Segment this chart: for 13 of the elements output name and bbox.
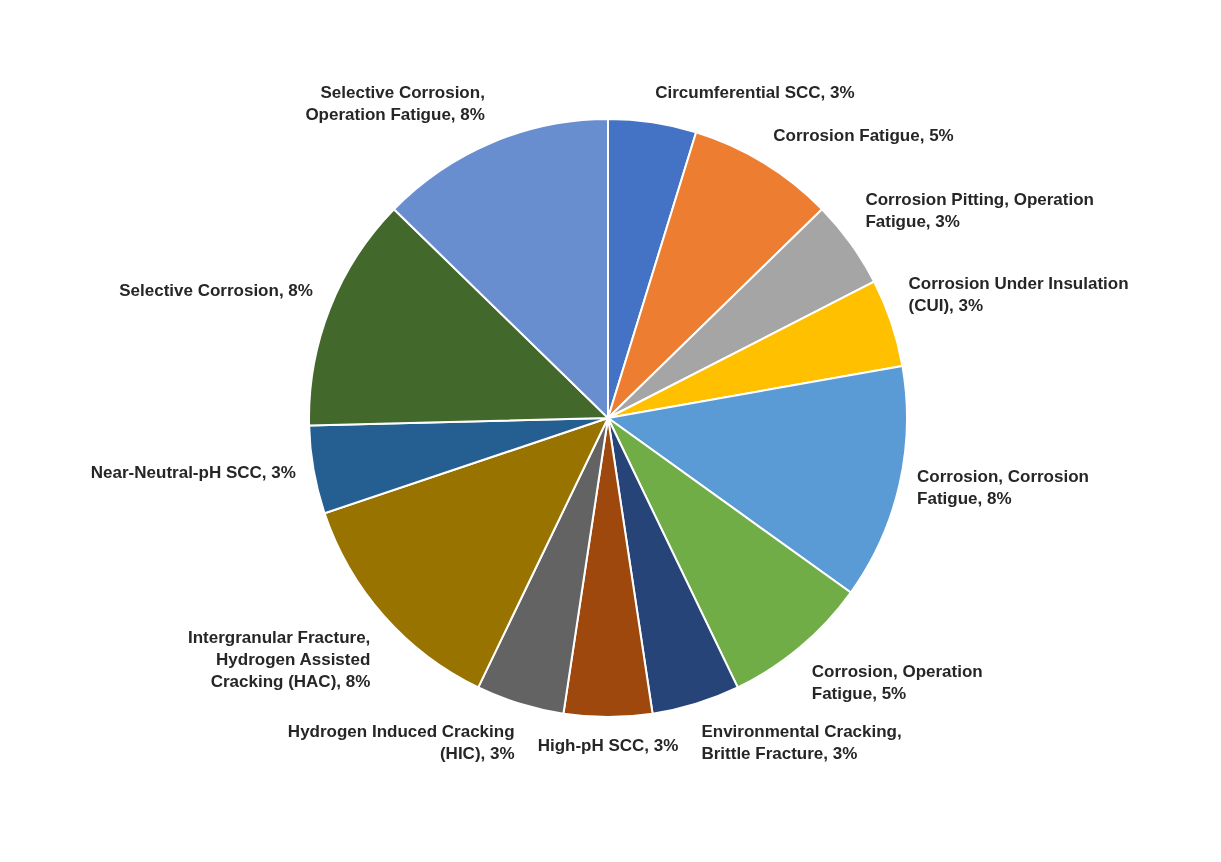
slice-label: Corrosion, Operation Fatigue, 5%: [811, 661, 983, 703]
slice-label: Corrosion Pitting, Operation Fatigue, 3%: [865, 189, 1094, 231]
slice-label: Corrosion, Corrosion Fatigue, 8%: [917, 467, 1089, 509]
slice-label: Hydrogen Induced Cracking (HIC), 3%: [287, 721, 515, 763]
slice-label: Selective Corrosion, Operation Fatigue, 8%: [305, 82, 485, 124]
slice-label: Selective Corrosion, 8%: [119, 280, 313, 300]
slice-label: Intergranular Fracture, Hydrogen Assisted Cracking (HAC), 8%: [187, 628, 371, 692]
slice-label: Circumferential SCC, 3%: [655, 83, 855, 103]
slice-label: Corrosion Fatigue, 5%: [773, 126, 954, 146]
slice-label: High-pH SCC, 3%: [537, 735, 679, 755]
slice-label: Environmental Cracking, Brittle Fracture, 3%: [701, 721, 902, 763]
slice-label: Corrosion Under Insulation (CUI), 3%: [908, 273, 1129, 315]
slice-label: Near-Neutral-pH SCC, 3%: [90, 462, 296, 482]
